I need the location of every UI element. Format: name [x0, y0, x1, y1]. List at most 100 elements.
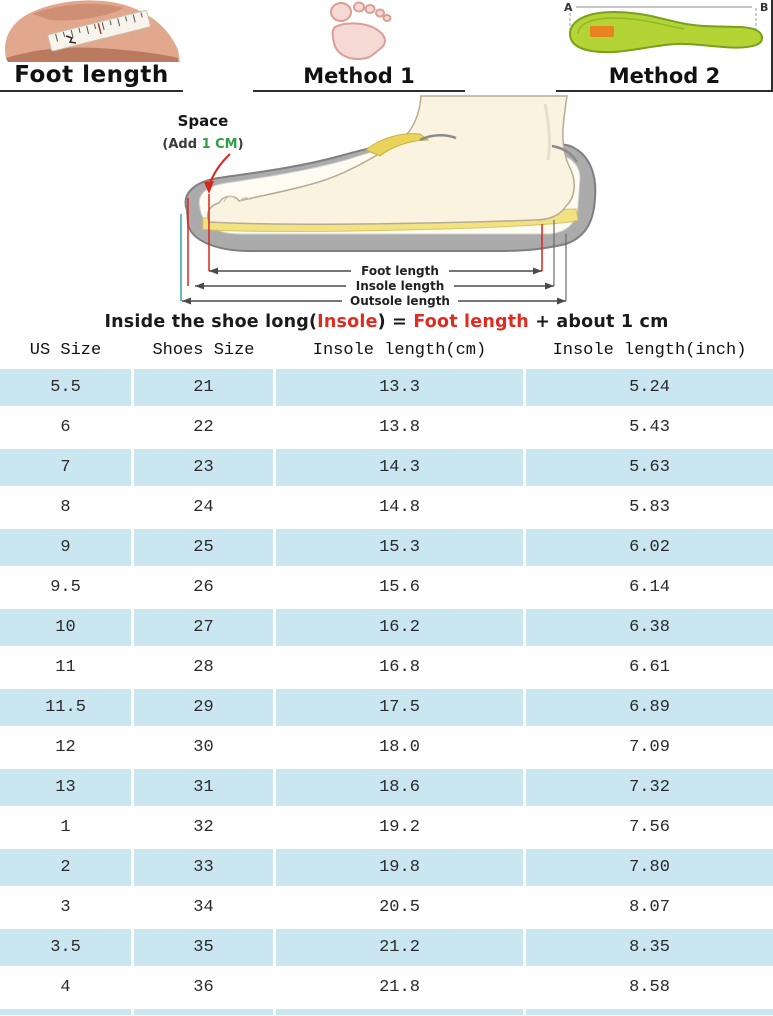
table-cell: 4 [0, 969, 131, 1006]
method2-label: Method 2 [608, 64, 721, 88]
table-cell: 8.35 [526, 929, 773, 966]
column-header: Insole length(cm) [312, 340, 487, 360]
table-cell: 30 [134, 729, 273, 766]
table-cell: 13 [0, 769, 131, 806]
panel-right-border [771, 0, 773, 92]
table-cell: 19.2 [276, 809, 523, 846]
table-cell: 17.5 [276, 689, 523, 726]
table-cell: 13.8 [276, 409, 523, 446]
outsole-length-measure-label: Outsole length [350, 294, 450, 308]
table-cell: 28 [134, 649, 273, 686]
add-1cm-label: (Add 1 CM) [162, 137, 243, 152]
table-cell: 6.02 [526, 529, 773, 566]
table-cell: 13.3 [276, 369, 523, 406]
method1-panel: Method 1 [253, 0, 465, 92]
table-cell: 14.3 [276, 449, 523, 486]
table-cell: 29 [134, 689, 273, 726]
table-cell: 25 [134, 529, 273, 566]
table-cell: 9 [0, 529, 131, 566]
table-cell: 26 [134, 569, 273, 606]
table-cell: 11 [0, 649, 131, 686]
table-cell: 16.8 [276, 649, 523, 686]
table-cell: 34 [134, 889, 273, 926]
space-label: Space [178, 112, 229, 130]
table-cell: 7.80 [526, 849, 773, 886]
size-table-body: 5.5 21 13.3 5.24 6 22 13.8 5.43 7 23 14.3 5.63 8 24 14… [0, 369, 773, 1006]
table-cell: 7.32 [526, 769, 773, 806]
table-cell: 6.89 [526, 689, 773, 726]
insole-point-a: A [564, 1, 573, 14]
insole-point-b: B [760, 1, 768, 14]
table-cell: 9.5 [0, 569, 131, 606]
table-cell: 6.61 [526, 649, 773, 686]
insole-length-measure: Insole length [195, 279, 554, 293]
formula-text: Inside the shoe long( [104, 312, 318, 332]
table-cell: 12 [0, 729, 131, 766]
formula-insole-word: Insole [317, 312, 378, 332]
table-cell: 21.8 [276, 969, 523, 1006]
size-table-header: US Size Shoes Size Insole length(cm) Insole… [0, 334, 773, 366]
column-header: US Size [29, 340, 102, 360]
table-cell: 36 [134, 969, 273, 1006]
shoe-measurement-diagram: Space (Add 1 CM) Foot length Insole leng… [162, 95, 597, 308]
foot-and-leg-shape [206, 95, 575, 225]
table-cell: 1 [0, 809, 131, 846]
shoe-collar-lining [365, 133, 430, 157]
foot-length-measure: Foot length [209, 264, 542, 278]
table-cell-partial [276, 1009, 523, 1015]
size-table: US Size Shoes Size Insole length(cm) Insole… [0, 334, 773, 1015]
table-cell: 19.8 [276, 849, 523, 886]
table-cell: 11.5 [0, 689, 131, 726]
table-cell-partial [0, 1009, 131, 1015]
method1-underline [253, 90, 465, 92]
table-cell: 21.2 [276, 929, 523, 966]
formula-footlength-word: Foot length [413, 312, 529, 332]
table-cell: 10 [0, 609, 131, 646]
table-cell: 6.14 [526, 569, 773, 606]
measuring-tape [47, 10, 151, 52]
table-cell: 7.09 [526, 729, 773, 766]
table-cell: 20.5 [276, 889, 523, 926]
table-cell: 23 [134, 449, 273, 486]
table-cell: 21 [134, 369, 273, 406]
table-cell: 8.07 [526, 889, 773, 926]
table-cell: 18.6 [276, 769, 523, 806]
table-cell-partial [526, 1009, 773, 1015]
table-cell: 27 [134, 609, 273, 646]
method2-underline [556, 90, 773, 92]
table-cell: 3 [0, 889, 131, 926]
table-cell: 7 [0, 449, 131, 486]
foot-length-underline [0, 90, 183, 92]
table-cell: 14.8 [276, 489, 523, 526]
insole-formula: Inside the shoe long(Insole) = Foot leng… [104, 312, 669, 332]
table-cell: 18.0 [276, 729, 523, 766]
table-cell: 16.2 [276, 609, 523, 646]
insole-length-measure-label: Insole length [356, 279, 445, 293]
table-cell: 3.5 [0, 929, 131, 966]
column-header: Shoes Size [152, 340, 255, 360]
measuring-methods-row: Foot length Method 1 [0, 0, 773, 94]
table-cell: 6.38 [526, 609, 773, 646]
table-cell: 35 [134, 929, 273, 966]
table-cell: 33 [134, 849, 273, 886]
table-cell: 15.3 [276, 529, 523, 566]
table-cell-partial [134, 1009, 273, 1015]
table-cell: 7.56 [526, 809, 773, 846]
outsole-length-measure: Outsole length [182, 294, 566, 308]
foot-length-label: Foot length [14, 62, 169, 88]
method2-panel: A B Method 2 [556, 0, 773, 92]
table-cell: 15.6 [276, 569, 523, 606]
table-cell: 5.63 [526, 449, 773, 486]
table-cell: 6 [0, 409, 131, 446]
table-cell: 5.5 [0, 369, 131, 406]
insole-shape [568, 10, 763, 54]
table-cell: 8 [0, 489, 131, 526]
table-cell: 5.83 [526, 489, 773, 526]
method1-label: Method 1 [303, 64, 415, 88]
table-cell: 22 [134, 409, 273, 446]
table-cell: 32 [134, 809, 273, 846]
table-cell: 2 [0, 849, 131, 886]
foot-length-panel: Foot length [0, 0, 252, 92]
table-cell: 5.43 [526, 409, 773, 446]
